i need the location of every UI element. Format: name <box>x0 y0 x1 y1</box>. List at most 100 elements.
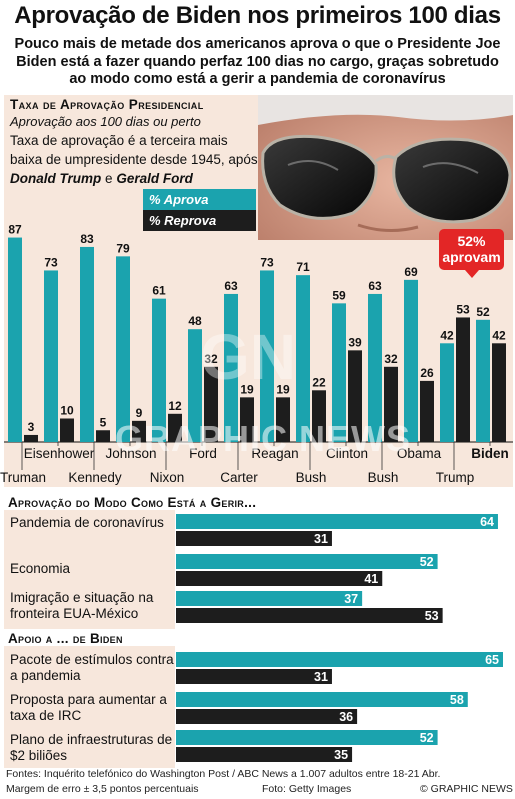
label-disapprove-2: 5 <box>100 415 107 429</box>
bar-disapprove-4 <box>168 413 182 442</box>
approval-panel-note: Taxa de aprovação é a terceira mais baix… <box>10 131 260 188</box>
handling-bar-approve-0 <box>176 514 498 529</box>
label-economia: Economia <box>10 561 71 576</box>
label-disapprove-7: 19 <box>276 382 290 396</box>
support-value-disapprove-2: 35 <box>334 748 348 762</box>
bar-approve-6 <box>224 293 238 442</box>
category-label-3: Johnson <box>105 446 156 461</box>
footer-margin: Margem de erro ± 3,5 pontos percentuais <box>6 783 199 795</box>
handling-value-approve-1: 52 <box>420 555 434 569</box>
bar-disapprove-7 <box>276 397 290 442</box>
note-and: e <box>105 171 113 186</box>
biden-photo-illustration <box>258 95 513 240</box>
label-approve-5: 48 <box>188 314 202 328</box>
support-bar-approve-2 <box>176 730 438 745</box>
handling-approval-chart: 64 31 52 41 37 53 <box>4 510 498 629</box>
bar-disapprove-10 <box>384 366 398 442</box>
handling-value-disapprove-2: 53 <box>425 609 439 623</box>
bar-approve-5 <box>188 329 202 442</box>
bar-disapprove-5 <box>204 366 218 442</box>
section-title-support: Apoio a ... de Biden <box>8 631 123 646</box>
bar-disapprove-12 <box>456 317 470 442</box>
support-value-approve-0: 65 <box>485 653 499 667</box>
bar-disapprove-6 <box>240 397 254 442</box>
biden-photo <box>258 95 513 240</box>
label-approve-10: 63 <box>368 279 382 293</box>
label-approve-12: 42 <box>440 328 454 342</box>
label-approve-0: 87 <box>8 223 22 237</box>
category-label-10: Bush <box>368 470 399 485</box>
support-row-bg-2 <box>4 724 175 768</box>
page-title: Aprovação de Biden nos primeiros 100 dia… <box>14 2 501 29</box>
bar-approve-10 <box>368 293 382 442</box>
callout-biden-52: 52% aprovam <box>439 229 504 278</box>
watermark-logo: GN <box>200 321 296 393</box>
footer-copyright: © GRAPHIC NEWS <box>420 783 513 795</box>
category-label-7: Reagan <box>251 446 298 461</box>
handling-value-approve-0: 64 <box>480 515 494 529</box>
support-row-bg-0 <box>4 646 175 690</box>
handling-bar-disapprove-0 <box>176 531 332 546</box>
handling-row-bg-1 <box>4 548 175 592</box>
bar-disapprove-8 <box>312 390 326 442</box>
bar-approve-4 <box>152 298 166 442</box>
bar-disapprove-3 <box>132 420 146 442</box>
category-label-13: Biden <box>471 446 509 461</box>
support-value-approve-1: 58 <box>450 693 464 707</box>
handling-bar-approve-2 <box>176 591 363 606</box>
bar-disapprove-13 <box>492 343 506 442</box>
bar-approve-13 <box>476 319 490 442</box>
approval-panel-title: Taxa de Aprovação Presidencial <box>10 97 204 112</box>
support-value-disapprove-0: 31 <box>314 670 328 684</box>
bar-approve-9 <box>332 303 346 442</box>
label-approve-3: 79 <box>116 241 130 255</box>
approval-panel-subtitle: Aprovação aos 100 dias ou perto <box>10 114 201 129</box>
bar-approve-7 <box>260 270 274 442</box>
label-disapprove-1: 10 <box>60 404 74 418</box>
label-approve-13: 52 <box>476 305 490 319</box>
section-title-handling: Aprovação do Modo Como Está a Gerir... <box>8 495 257 510</box>
handling-row-bg-0 <box>4 510 175 552</box>
bar-disapprove-0 <box>24 434 38 442</box>
bar-approve-3 <box>116 256 130 442</box>
category-label-0: Truman <box>0 470 46 485</box>
label-infraestruturas: Plano de infraestruturas de $2 biliões <box>10 732 173 763</box>
legend-approve: % Aprova <box>143 189 256 210</box>
legend-disapprove: % Reprova <box>143 210 256 231</box>
label-disapprove-8: 22 <box>312 375 326 389</box>
bar-disapprove-9 <box>348 350 362 442</box>
handling-value-approve-2: 37 <box>344 592 358 606</box>
category-label-1: Eisenhower <box>24 446 95 461</box>
bar-disapprove-11 <box>420 380 434 442</box>
label-pacote: Pacote de estímulos contra a pandemia <box>10 652 174 683</box>
handling-bar-approve-1 <box>176 554 438 569</box>
label-irc: Proposta para aumentar a taxa de IRC <box>10 692 167 723</box>
label-disapprove-0: 3 <box>28 420 35 434</box>
category-label-4: Nixon <box>150 470 185 485</box>
presidential-approval-chart: 87 3 Truman 73 10 Eisenhower 83 5 Kennedy 79 9 John… <box>0 223 513 485</box>
label-approve-2: 83 <box>80 232 94 246</box>
category-label-2: Kennedy <box>68 470 122 485</box>
support-bar-disapprove-2 <box>176 747 353 762</box>
label-approve-11: 69 <box>404 265 418 279</box>
note-text: Taxa de aprovação é a terceira mais baix… <box>10 133 258 167</box>
support-bar-disapprove-0 <box>176 669 332 684</box>
support-value-disapprove-1: 36 <box>339 710 353 724</box>
label-approve-1: 73 <box>44 255 58 269</box>
page-subtitle: Pouco mais de metade dos americanos apro… <box>14 36 501 87</box>
label-disapprove-10: 32 <box>384 352 398 366</box>
label-approve-6: 63 <box>224 279 238 293</box>
bar-approve-8 <box>296 275 310 442</box>
handling-bar-disapprove-1 <box>176 571 383 586</box>
handling-value-disapprove-1: 41 <box>364 572 378 586</box>
handling-value-disapprove-0: 31 <box>314 532 328 546</box>
label-approve-7: 73 <box>260 255 274 269</box>
handling-row-bg-2 <box>4 585 175 629</box>
category-label-9: Clinton <box>326 446 368 461</box>
bar-disapprove-1 <box>60 418 74 442</box>
note-name-trump: Donald Trump <box>10 171 102 186</box>
label-approve-9: 59 <box>332 288 346 302</box>
bar-approve-0 <box>8 237 22 442</box>
label-disapprove-13: 42 <box>492 328 506 342</box>
category-label-11: Obama <box>397 446 442 461</box>
